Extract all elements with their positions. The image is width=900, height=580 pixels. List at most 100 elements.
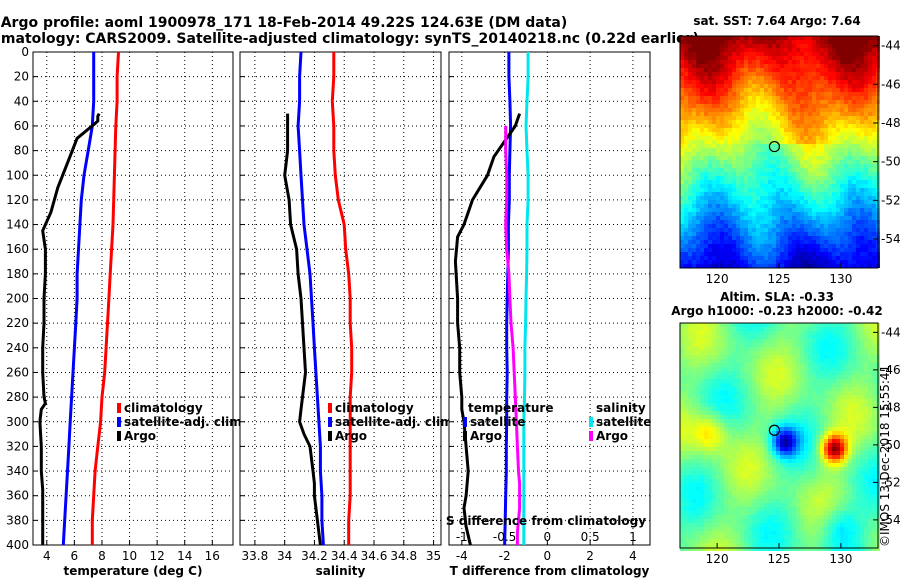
heatmap-cell <box>736 343 740 347</box>
heatmap-cell <box>756 204 760 208</box>
heatmap-cell <box>804 463 808 467</box>
heatmap-cell <box>756 84 760 88</box>
heatmap-cell <box>716 40 720 44</box>
heatmap-cell <box>684 188 688 192</box>
heatmap-cell <box>856 232 860 236</box>
heatmap-cell <box>808 84 812 88</box>
heatmap-cell <box>684 208 688 212</box>
heatmap-cell <box>720 52 724 56</box>
heatmap-cell <box>692 68 696 72</box>
heatmap-cell <box>868 435 872 439</box>
heatmap-cell <box>780 96 784 100</box>
heatmap-cell <box>772 387 776 391</box>
heatmap-cell <box>756 387 760 391</box>
heatmap-cell <box>776 435 780 439</box>
heatmap-cell <box>680 208 684 212</box>
heatmap-cell <box>732 188 736 192</box>
heatmap-cell <box>852 331 856 335</box>
heatmap-cell <box>728 220 732 224</box>
heatmap-cell <box>712 184 716 188</box>
heatmap-cell <box>780 72 784 76</box>
heatmap-cell <box>716 76 720 80</box>
heatmap-cell <box>792 447 796 451</box>
heatmap-cell <box>844 36 848 40</box>
heatmap-cell <box>724 112 728 116</box>
heatmap-cell <box>796 399 800 403</box>
heatmap-cell <box>736 459 740 463</box>
heatmap-cell <box>740 339 744 343</box>
heatmap-cell <box>832 423 836 427</box>
heatmap-cell <box>692 335 696 339</box>
heatmap-cell <box>756 367 760 371</box>
heatmap-cell <box>824 236 828 240</box>
heatmap-cell <box>712 76 716 80</box>
heatmap-cell <box>812 112 816 116</box>
heatmap-cell <box>688 339 692 343</box>
heatmap-cell <box>824 132 828 136</box>
heatmap-cell <box>688 355 692 359</box>
heatmap-cell <box>792 192 796 196</box>
heatmap-cell <box>768 359 772 363</box>
heatmap-cell <box>696 180 700 184</box>
heatmap-cell <box>780 88 784 92</box>
heatmap-cell <box>836 132 840 136</box>
heatmap-cell <box>688 132 692 136</box>
heatmap-cell <box>700 459 704 463</box>
heatmap-cell <box>680 100 684 104</box>
heatmap-cell <box>840 240 844 244</box>
heatmap-cell <box>844 343 848 347</box>
heatmap-cell <box>760 391 764 395</box>
heatmap-cell <box>708 244 712 248</box>
heatmap-cell <box>756 359 760 363</box>
heatmap-cell <box>848 132 852 136</box>
heatmap-cell <box>796 351 800 355</box>
heatmap-cell <box>820 323 824 327</box>
heatmap-cell <box>832 84 836 88</box>
heatmap-cell <box>760 188 764 192</box>
heatmap-cell <box>684 367 688 371</box>
heatmap-cell <box>812 240 816 244</box>
heatmap-cell <box>712 60 716 64</box>
heatmap-cell <box>852 391 856 395</box>
x-tick-label: 34.2 <box>301 549 328 563</box>
heatmap-cell <box>808 371 812 375</box>
heatmap-cell <box>692 351 696 355</box>
heatmap-cell <box>760 371 764 375</box>
heatmap-cell <box>872 327 876 331</box>
heatmap-cell <box>832 168 836 172</box>
heatmap-cell <box>744 128 748 132</box>
heatmap-cell <box>688 52 692 56</box>
heatmap-cell <box>804 76 808 80</box>
heatmap-cell <box>856 236 860 240</box>
heatmap-cell <box>740 379 744 383</box>
heatmap-cell <box>796 459 800 463</box>
heatmap-cell <box>808 156 812 160</box>
heatmap-cell <box>684 48 688 52</box>
heatmap-cell <box>720 212 724 216</box>
heatmap-cell <box>752 363 756 367</box>
heatmap-cell <box>852 100 856 104</box>
heatmap-cell <box>720 339 724 343</box>
heatmap-cell <box>872 331 876 335</box>
heatmap-cell <box>832 92 836 96</box>
heatmap-cell <box>688 359 692 363</box>
heatmap-cell <box>744 455 748 459</box>
heatmap-cell <box>856 443 860 447</box>
heatmap-cell <box>712 116 716 120</box>
heatmap-cell <box>844 455 848 459</box>
heatmap-cell <box>820 371 824 375</box>
heatmap-cell <box>732 88 736 92</box>
heatmap-cell <box>852 415 856 419</box>
heatmap-cell <box>864 367 868 371</box>
heatmap-cell <box>760 112 764 116</box>
heatmap-cell <box>780 423 784 427</box>
heatmap-cell <box>804 443 808 447</box>
heatmap-cell <box>700 168 704 172</box>
heatmap-cell <box>796 343 800 347</box>
heatmap-cell <box>796 48 800 52</box>
heatmap-cell <box>756 339 760 343</box>
heatmap-cell <box>804 256 808 260</box>
heatmap-cell <box>848 443 852 447</box>
heatmap-cell <box>848 236 852 240</box>
heatmap-cell <box>728 144 732 148</box>
